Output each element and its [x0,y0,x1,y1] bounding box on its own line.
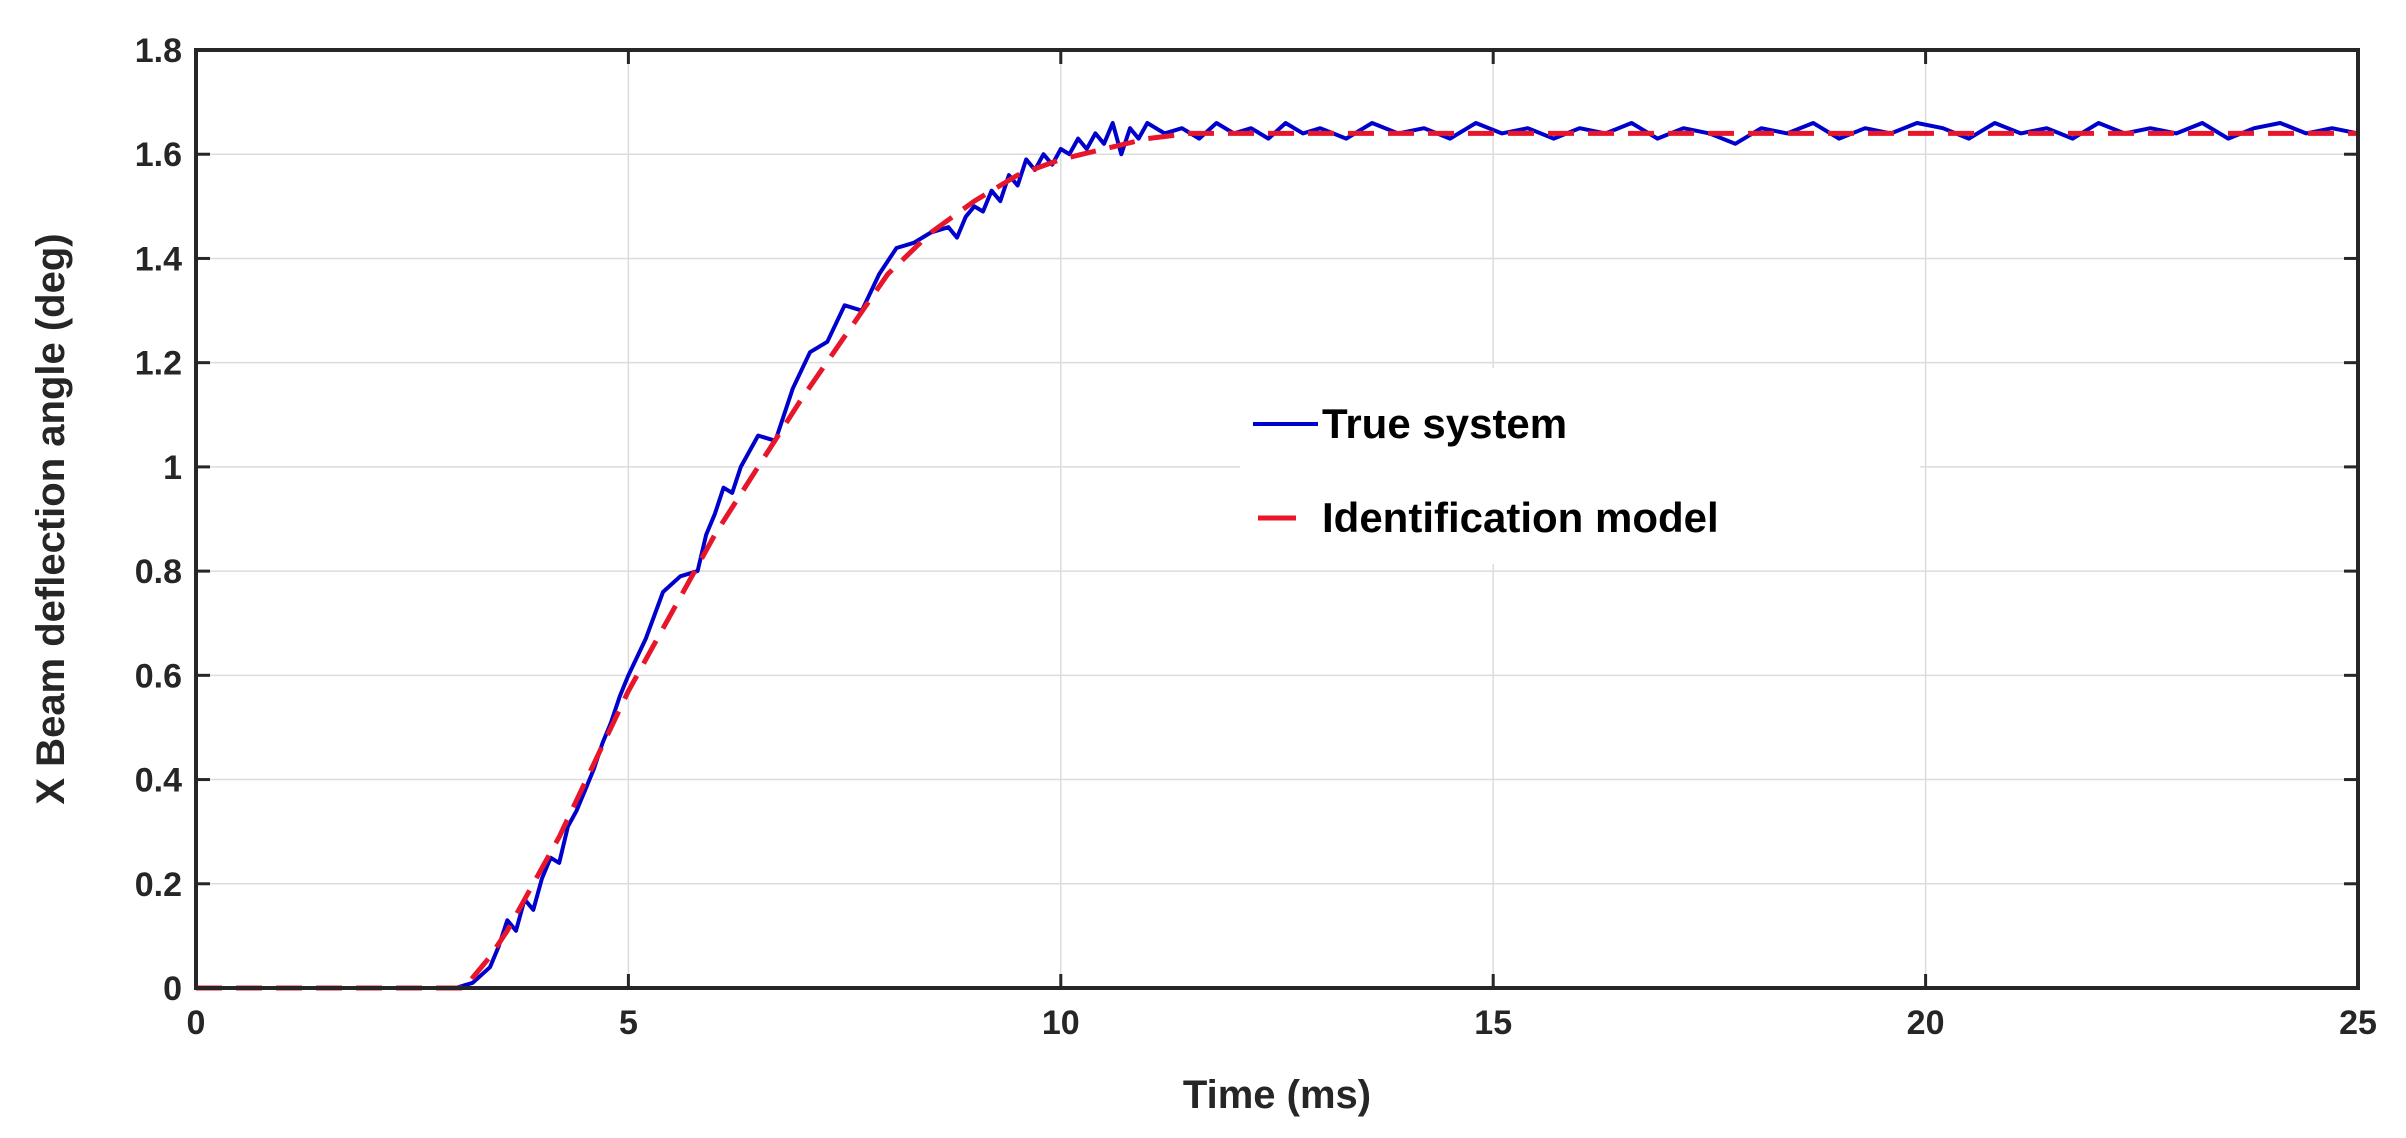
y-tick-label: 0 [163,970,182,1008]
x-tick-label: 20 [1907,1004,1945,1042]
x-tick-label: 15 [1474,1004,1512,1042]
series-line-true-system [196,121,2359,990]
legend: True system Identification model [1240,368,1920,564]
ticks [194,48,2360,990]
y-tick-label: 1.4 [135,240,182,278]
plot-frame [194,48,2360,990]
legend-box [1240,368,1920,564]
x-axis-label: Time (ms) [1183,1073,1371,1117]
y-tick-label: 1 [163,449,182,487]
y-axis-label: X Beam deflection angle (deg) [29,233,73,804]
legend-label-identification-model: Identification model [1322,494,1719,541]
x-tick-label: 10 [1042,1004,1080,1042]
x-tick-label: 0 [187,1004,206,1042]
y-tick-label: 1.6 [135,136,182,174]
legend-label-true-system: True system [1322,400,1567,447]
y-tick-label: 0.4 [135,762,182,800]
y-tick-label: 1.8 [135,32,182,70]
series-layer [196,121,2359,991]
y-tick-label: 0.6 [135,657,182,695]
x-tick-label: 5 [619,1004,638,1042]
x-tick-label: 25 [2339,1004,2377,1042]
y-tick-label: 0.2 [135,866,182,904]
series-line-identification-model [196,130,2358,991]
tick-labels: 0 5 10 15 20 25 0 0.2 0.4 0.6 0.8 1 1.2 1.4 1.6 1.8 [135,32,2377,1042]
y-tick-label: 0.8 [135,553,182,591]
y-tick-label: 1.2 [135,345,182,383]
